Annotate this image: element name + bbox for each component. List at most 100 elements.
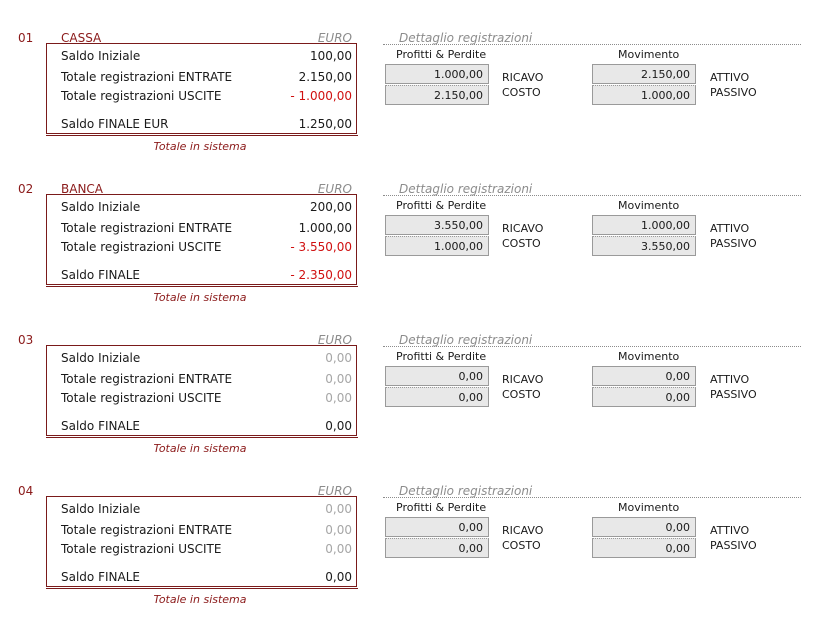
uscite-label: Totale registrazioni USCITE bbox=[61, 391, 222, 405]
uscite-value: - 3.550,00 bbox=[290, 240, 352, 254]
account-number: 01 bbox=[18, 31, 34, 45]
account-number: 02 bbox=[18, 182, 34, 196]
costo-label: COSTO bbox=[502, 237, 541, 250]
movimento-header: Movimento bbox=[618, 48, 680, 61]
saldo-finale-label: Saldo FINALE bbox=[61, 419, 140, 433]
account-name: BANCA bbox=[61, 182, 104, 196]
pl-costo-cell[interactable]: 2.150,00 bbox=[385, 85, 489, 105]
totale-sistema-label: Totale in sistema bbox=[153, 593, 247, 606]
account-name: CASSA bbox=[61, 31, 102, 45]
uscite-value: 0,00 bbox=[325, 391, 352, 405]
mov-attivo-cell[interactable]: 2.150,00 bbox=[592, 64, 696, 84]
totale-sistema-label: Totale in sistema bbox=[153, 291, 247, 304]
dotted-divider bbox=[383, 195, 801, 196]
mov-passivo-cell[interactable]: 1.000,00 bbox=[592, 85, 696, 105]
ricavo-label: RICAVO bbox=[502, 222, 544, 235]
profitti-header: Profitti & Perdite bbox=[396, 501, 487, 514]
attivo-label: ATTIVO bbox=[710, 373, 750, 386]
double-underline bbox=[46, 286, 358, 287]
ricavo-label: RICAVO bbox=[502, 71, 544, 84]
double-underline bbox=[46, 135, 358, 136]
profitti-header: Profitti & Perdite bbox=[396, 350, 487, 363]
attivo-label: ATTIVO bbox=[710, 71, 750, 84]
saldo-finale-value: 0,00 bbox=[325, 419, 352, 433]
passivo-label: PASSIVO bbox=[710, 388, 757, 401]
pl-ricavo-cell[interactable]: 3.550,00 bbox=[385, 215, 489, 235]
uscite-value: 0,00 bbox=[325, 542, 352, 556]
account-section-04: 04 EURO Saldo Iniziale 0,00 Totale regis… bbox=[0, 482, 819, 633]
entrate-label: Totale registrazioni ENTRATE bbox=[61, 372, 233, 386]
account-section-02: 02 BANCA EURO Saldo Iniziale 200,00 Tota… bbox=[0, 180, 819, 331]
account-section-03: 03 EURO Saldo Iniziale 0,00 Totale regis… bbox=[0, 331, 819, 482]
pl-costo-cell[interactable]: 0,00 bbox=[385, 387, 489, 407]
saldo-iniziale-value: 200,00 bbox=[310, 200, 352, 214]
account-number: 03 bbox=[18, 333, 34, 347]
saldo-iniziale-value: 100,00 bbox=[310, 49, 352, 63]
double-underline bbox=[46, 588, 358, 589]
mov-attivo-cell[interactable]: 1.000,00 bbox=[592, 215, 696, 235]
uscite-value: - 1.000,00 bbox=[290, 89, 352, 103]
saldo-iniziale-label: Saldo Iniziale bbox=[61, 200, 141, 214]
currency-label: EURO bbox=[317, 484, 352, 498]
costo-label: COSTO bbox=[502, 539, 541, 552]
saldo-iniziale-label: Saldo Iniziale bbox=[61, 49, 141, 63]
uscite-label: Totale registrazioni USCITE bbox=[61, 89, 222, 103]
movimento-header: Movimento bbox=[618, 199, 680, 212]
movimento-header: Movimento bbox=[618, 350, 680, 363]
totale-sistema-label: Totale in sistema bbox=[153, 140, 247, 153]
pl-costo-cell[interactable]: 1.000,00 bbox=[385, 236, 489, 256]
balance-box bbox=[46, 194, 357, 285]
entrate-value: 0,00 bbox=[325, 372, 352, 386]
dettaglio-title: Dettaglio registrazioni bbox=[399, 333, 533, 347]
movimento-header: Movimento bbox=[618, 501, 680, 514]
currency-label: EURO bbox=[317, 333, 352, 347]
uscite-label: Totale registrazioni USCITE bbox=[61, 240, 222, 254]
mov-attivo-cell[interactable]: 0,00 bbox=[592, 517, 696, 537]
attivo-label: ATTIVO bbox=[710, 222, 750, 235]
dotted-divider bbox=[383, 497, 801, 498]
balance-box bbox=[46, 345, 357, 436]
profitti-header: Profitti & Perdite bbox=[396, 199, 487, 212]
entrate-value: 2.150,00 bbox=[298, 70, 352, 84]
dettaglio-title: Dettaglio registrazioni bbox=[399, 484, 533, 498]
costo-label: COSTO bbox=[502, 86, 541, 99]
entrate-value: 1.000,00 bbox=[298, 221, 352, 235]
dettaglio-title: Dettaglio registrazioni bbox=[399, 31, 533, 45]
saldo-iniziale-value: 0,00 bbox=[325, 502, 352, 516]
saldo-iniziale-label: Saldo Iniziale bbox=[61, 502, 141, 516]
profitti-header: Profitti & Perdite bbox=[396, 48, 487, 61]
dettaglio-title: Dettaglio registrazioni bbox=[399, 182, 533, 196]
pl-costo-cell[interactable]: 0,00 bbox=[385, 538, 489, 558]
pl-ricavo-cell[interactable]: 1.000,00 bbox=[385, 64, 489, 84]
mov-passivo-cell[interactable]: 3.550,00 bbox=[592, 236, 696, 256]
dotted-divider bbox=[383, 346, 801, 347]
double-underline bbox=[46, 437, 358, 438]
passivo-label: PASSIVO bbox=[710, 86, 757, 99]
saldo-iniziale-value: 0,00 bbox=[325, 351, 352, 365]
entrate-value: 0,00 bbox=[325, 523, 352, 537]
saldo-finale-value: - 2.350,00 bbox=[290, 268, 352, 282]
mov-passivo-cell[interactable]: 0,00 bbox=[592, 538, 696, 558]
account-section-01: 01 CASSA EURO Saldo Iniziale 100,00 Tota… bbox=[0, 29, 819, 180]
dotted-divider bbox=[383, 44, 801, 45]
account-number: 04 bbox=[18, 484, 34, 498]
pl-ricavo-cell[interactable]: 0,00 bbox=[385, 366, 489, 386]
balance-box bbox=[46, 43, 357, 134]
saldo-finale-value: 1.250,00 bbox=[298, 117, 352, 131]
ricavo-label: RICAVO bbox=[502, 524, 544, 537]
attivo-label: ATTIVO bbox=[710, 524, 750, 537]
uscite-label: Totale registrazioni USCITE bbox=[61, 542, 222, 556]
currency-label: EURO bbox=[317, 182, 352, 196]
saldo-iniziale-label: Saldo Iniziale bbox=[61, 351, 141, 365]
currency-label: EURO bbox=[317, 31, 352, 45]
pl-ricavo-cell[interactable]: 0,00 bbox=[385, 517, 489, 537]
mov-attivo-cell[interactable]: 0,00 bbox=[592, 366, 696, 386]
entrate-label: Totale registrazioni ENTRATE bbox=[61, 221, 233, 235]
balance-box bbox=[46, 496, 357, 587]
costo-label: COSTO bbox=[502, 388, 541, 401]
entrate-label: Totale registrazioni ENTRATE bbox=[61, 70, 233, 84]
saldo-finale-label: Saldo FINALE bbox=[61, 268, 140, 282]
saldo-finale-label: Saldo FINALE EUR bbox=[61, 117, 169, 131]
saldo-finale-label: Saldo FINALE bbox=[61, 570, 140, 584]
mov-passivo-cell[interactable]: 0,00 bbox=[592, 387, 696, 407]
